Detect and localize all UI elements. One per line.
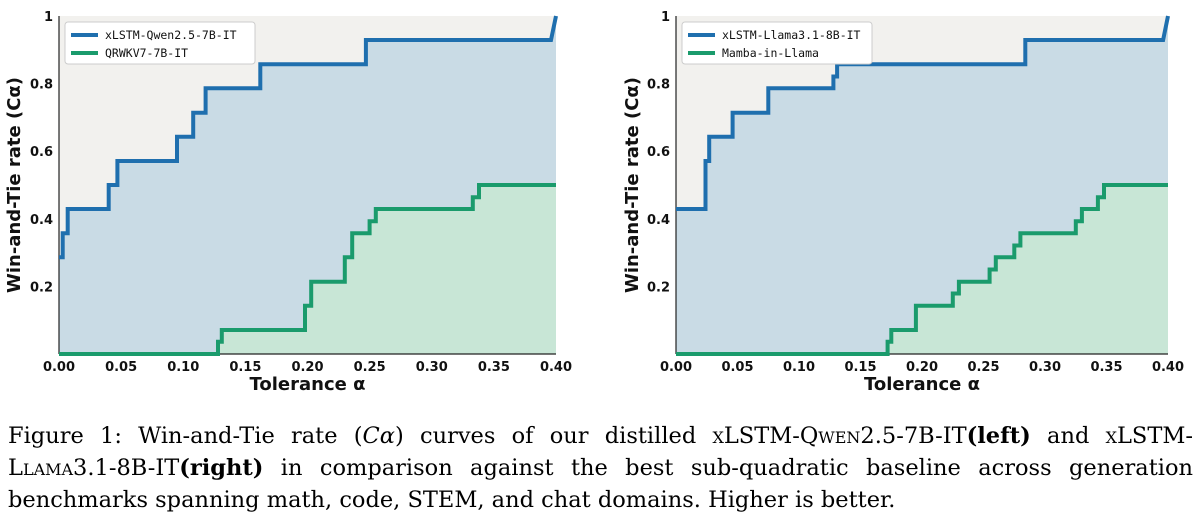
caption-text-1: Win-and-Tie rate ( — [122, 423, 363, 449]
caption-c-alpha: Cα — [363, 423, 395, 449]
caption-label: Figure 1: — [8, 423, 122, 449]
legend-label-xLSTM-Qwen2.5-7B-IT: xLSTM-Qwen2.5-7B-IT — [105, 28, 237, 42]
caption-right: (right) — [179, 455, 263, 481]
x-tick-label: 0.35 — [478, 360, 510, 375]
x-axis-label: Tolerance α — [864, 374, 980, 395]
chart-right: 0.00 0.05 0.10 0.15 0.20 0.25 0.30 0.35 0.40 0.2 0… — [622, 10, 1184, 395]
y-tick-label: 0.2 — [647, 280, 670, 295]
caption-text-2: ) curves of our distilled — [395, 423, 713, 449]
legend-label-xLSTM-Llama3.1-8B-IT: xLSTM-Llama3.1-8B-IT — [722, 28, 861, 42]
y-tick-label: 0.8 — [647, 78, 670, 93]
chart-left: 0.00 0.05 0.10 0.15 0.20 0.25 0.30 0.35 0.40 0.2 0… — [4, 10, 572, 395]
y-tick-label: 0.6 — [647, 145, 670, 160]
legend-label-QRWKV7-7B-IT: QRWKV7-7B-IT — [105, 46, 188, 60]
x-tick-label: 0.15 — [229, 360, 261, 375]
x-axis-label: Tolerance α — [250, 374, 366, 395]
x-tick-label: 0.30 — [1029, 360, 1061, 375]
caption-left: (left) — [967, 423, 1031, 449]
x-tick-label: 0.20 — [291, 360, 323, 375]
y-axis-label: Win-and-Tie rate (Cα) — [622, 77, 643, 293]
x-tick-label: 0.25 — [967, 360, 999, 375]
x-tick-label: 0.10 — [167, 360, 199, 375]
y-tick-label: 1 — [44, 10, 53, 25]
y-tick-label: 0.2 — [30, 280, 53, 295]
x-tick-label: 0.10 — [783, 360, 815, 375]
x-tick-label: 0.25 — [354, 360, 386, 375]
legend-label-Mamba-in-Llama: Mamba-in-Llama — [722, 46, 819, 60]
y-tick-label: 0.6 — [30, 145, 53, 160]
x-tick-label: 0.20 — [906, 360, 938, 375]
x-tick-label: 0.05 — [105, 360, 137, 375]
x-tick-label: 0.30 — [416, 360, 448, 375]
caption-model-1: xLSTM-Qwen2.5-7B-IT — [712, 423, 966, 449]
x-tick-label: 0.00 — [43, 360, 75, 375]
x-tick-label: 0.05 — [721, 360, 753, 375]
caption-text-3: and — [1031, 423, 1106, 449]
y-tick-label: 0.4 — [30, 213, 53, 228]
figure-charts: 0.00 0.05 0.10 0.15 0.20 0.25 0.30 0.35 0.400.20… — [0, 0, 1199, 400]
x-tick-label: 0.15 — [844, 360, 876, 375]
x-tick-label: 0.40 — [540, 360, 572, 375]
x-tick-label: 0.00 — [660, 360, 692, 375]
figure-caption: Figure 1: Win-and-Tie rate (Cα) curves o… — [8, 420, 1193, 516]
y-tick-label: 0.4 — [647, 213, 670, 228]
x-tick-label: 0.35 — [1090, 360, 1122, 375]
y-tick-label: 1 — [661, 10, 670, 25]
y-axis-label: Win-and-Tie rate (Cα) — [4, 77, 25, 293]
x-tick-label: 0.40 — [1152, 360, 1184, 375]
y-tick-label: 0.8 — [30, 78, 53, 93]
